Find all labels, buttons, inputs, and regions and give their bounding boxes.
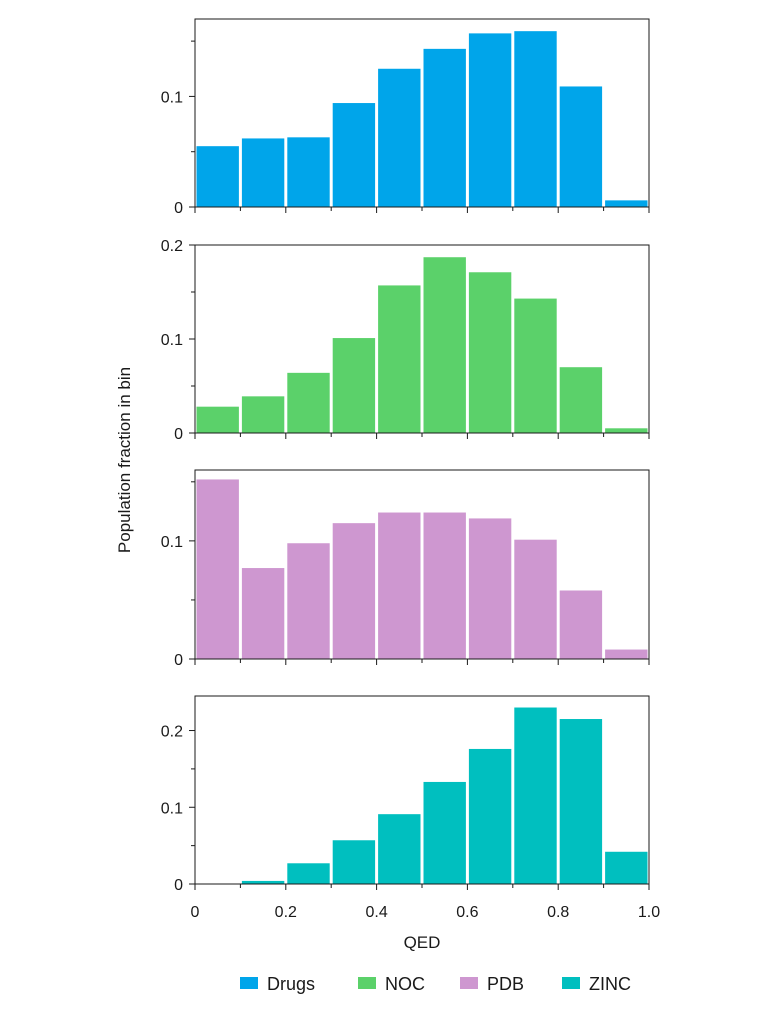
bar-drugs-8: [559, 86, 603, 207]
x-tick-label: 0.8: [547, 904, 569, 921]
bar-pdb-3: [332, 523, 376, 659]
x-tick-label: 0: [191, 904, 200, 921]
bar-pdb-1: [241, 568, 285, 659]
legend-swatch-pdb: [460, 977, 478, 989]
bar-pdb-4: [378, 512, 421, 659]
panel-zinc: 0 0.1 0.2 0 0.2 0.4 0.6 0.8 1.0: [161, 695, 660, 921]
y-tick-label: 0.1: [161, 534, 183, 551]
bar-drugs-3: [332, 103, 376, 207]
x-tick-label: 1.0: [638, 904, 660, 921]
bar-zinc-8: [559, 719, 603, 884]
bar-drugs-9: [605, 200, 648, 207]
legend: Drugs NOC PDB ZINC: [240, 974, 631, 994]
legend-label-noc: NOC: [385, 974, 425, 994]
bar-noc-5: [423, 257, 466, 433]
bar-zinc-7: [514, 707, 557, 884]
bar-pdb-8: [559, 590, 603, 659]
bar-zinc-9: [605, 851, 648, 884]
bar-drugs-5: [423, 48, 466, 207]
x-tick-label: 0.4: [365, 904, 387, 921]
legend-label-pdb: PDB: [487, 974, 524, 994]
x-tick-label: 0.2: [275, 904, 297, 921]
bar-drugs-4: [378, 68, 421, 207]
bar-noc-4: [378, 285, 421, 433]
legend-swatch-drugs: [240, 977, 258, 989]
bar-pdb-0: [196, 479, 239, 659]
bar-noc-2: [287, 372, 330, 433]
panel-drugs: 00.1: [161, 18, 650, 217]
bar-zinc-4: [378, 814, 421, 884]
y-tick-label: 0.1: [161, 800, 183, 817]
legend-swatch-zinc: [562, 977, 580, 989]
bar-drugs-6: [468, 33, 512, 208]
bar-pdb-7: [514, 539, 557, 659]
bar-zinc-1: [241, 880, 285, 884]
bar-drugs-7: [514, 31, 557, 208]
y-tick-label: 0.2: [161, 238, 183, 255]
bar-noc-9: [605, 428, 648, 433]
histogram-panels: 00.100.10.200.100.10.20 0.2 0.4 0.6 0.8 1.0: [161, 18, 660, 921]
y-tick-label: 0: [174, 200, 183, 217]
panel-pdb: 00.1: [161, 469, 650, 669]
bar-pdb-5: [423, 512, 466, 659]
bar-drugs-1: [241, 138, 285, 207]
bar-pdb-9: [605, 649, 648, 659]
y-axis-title: Population fraction in bin: [115, 367, 134, 553]
panel-noc: 0 0.1 0.2: [161, 238, 650, 443]
bar-noc-6: [468, 272, 512, 433]
legend-label-zinc: ZINC: [589, 974, 631, 994]
bar-noc-8: [559, 367, 603, 433]
bar-pdb-6: [468, 518, 512, 659]
y-tick-label: 0.1: [161, 89, 183, 106]
bar-noc-0: [196, 406, 239, 433]
bar-noc-3: [332, 338, 376, 433]
bar-zinc-5: [423, 781, 466, 884]
y-tick-label: 0.1: [161, 332, 183, 349]
y-tick-label: 0: [174, 877, 183, 894]
y-tick-label: 0: [174, 652, 183, 669]
legend-label-drugs: Drugs: [267, 974, 315, 994]
bar-zinc-6: [468, 748, 512, 884]
bar-zinc-3: [332, 840, 376, 884]
legend-swatch-noc: [358, 977, 376, 989]
y-tick-label: 0: [174, 426, 183, 443]
y-tick-label: 0.2: [161, 724, 183, 741]
bar-drugs-2: [287, 137, 330, 207]
x-tick-label: 0.6: [456, 904, 478, 921]
bar-pdb-2: [287, 543, 330, 659]
bar-zinc-2: [287, 863, 330, 884]
bar-noc-7: [514, 298, 557, 433]
bar-drugs-0: [196, 146, 239, 207]
bar-noc-1: [241, 396, 285, 433]
x-axis-title: QED: [404, 933, 441, 952]
